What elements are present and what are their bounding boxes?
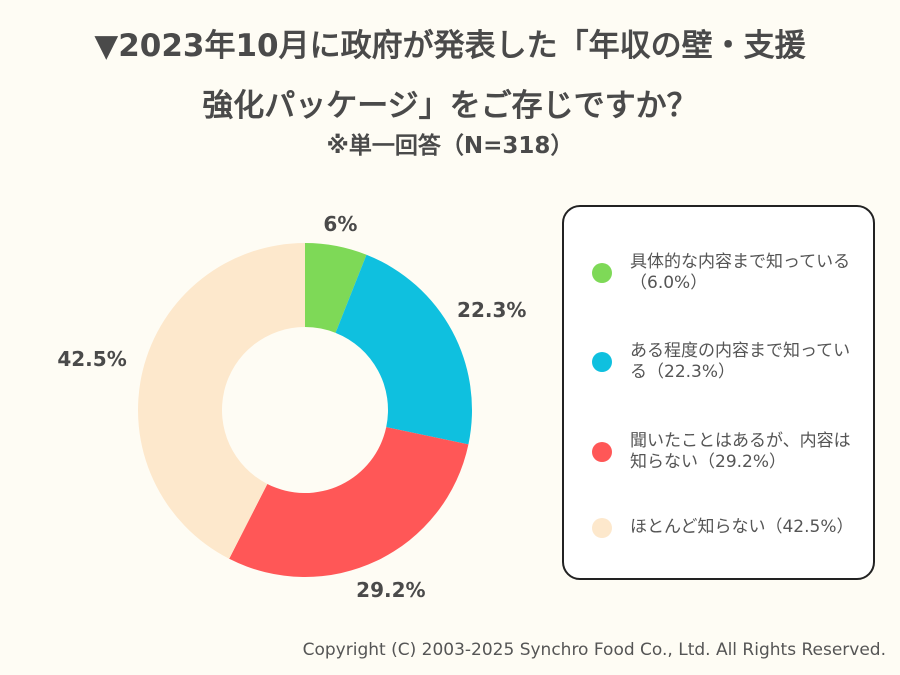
legend: 具体的な内容まで知っている（6.0%） ある程度の内容まで知っている（22.3%… — [562, 205, 875, 580]
legend-swatch — [592, 263, 612, 283]
legend-swatch — [592, 442, 612, 462]
data-label: 6% — [323, 212, 358, 237]
legend-item: ほとんど知らない（42.5%） — [592, 517, 865, 538]
legend-swatch — [592, 352, 612, 372]
donut-slice — [335, 254, 473, 445]
chart-subtitle: ※単一回答（N=318） — [326, 133, 574, 159]
donut-slice — [137, 243, 305, 559]
data-label: 42.5% — [57, 346, 127, 371]
donut-slice — [305, 243, 367, 333]
legend-item: 具体的な内容まで知っている（6.0%） — [592, 252, 865, 294]
legend-label: 具体的な内容まで知っている（6.0%） — [630, 252, 851, 293]
data-label: 22.3% — [457, 297, 527, 322]
legend-label: ある程度の内容まで知っている（22.3%） — [630, 341, 851, 382]
donut-slice — [229, 427, 469, 577]
legend-swatch — [592, 517, 612, 538]
legend-label: ほとんど知らない（42.5%） — [630, 517, 854, 537]
legend-item: 聞いたことはあるが、内容は知らない（29.2%） — [592, 431, 865, 473]
chart-title-line1: ▼2023年10月に政府が発表した「年収の壁・支援 — [94, 28, 806, 64]
legend-label: 聞いたことはあるが、内容は知らない（29.2%） — [630, 431, 851, 472]
copyright: Copyright (C) 2003-2025 Synchro Food Co.… — [302, 640, 886, 660]
data-label: 29.2% — [356, 577, 426, 602]
legend-item: ある程度の内容まで知っている（22.3%） — [592, 341, 865, 383]
chart-title-line2: 強化パッケージ」をご存じですか？ — [202, 88, 698, 124]
